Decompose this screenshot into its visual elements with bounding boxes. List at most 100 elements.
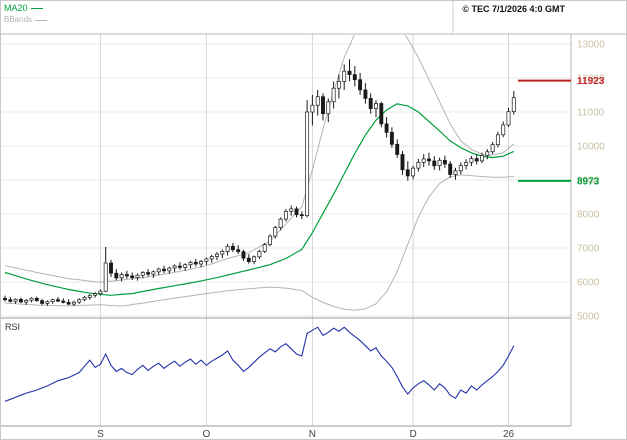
candle-body (432, 160, 437, 167)
candle-body (400, 154, 405, 171)
candle-body (215, 253, 219, 257)
candle-body (352, 74, 357, 81)
candle-body (246, 257, 251, 262)
x-axis-tick-label: N (309, 429, 316, 440)
candle-body (40, 300, 45, 304)
candle-body (124, 274, 129, 277)
candle-body (501, 124, 506, 136)
candle-body (188, 261, 193, 266)
x-axis-tick-label: D (409, 429, 416, 440)
candle-body (358, 79, 363, 91)
candle-body (183, 264, 188, 268)
candle-body (321, 96, 325, 115)
candle-body (495, 134, 500, 146)
y-axis-tick-label: 6000 (577, 278, 600, 289)
candle-body (114, 272, 119, 279)
candle-body (294, 208, 299, 216)
candle-body (24, 300, 29, 303)
candle-body (93, 293, 98, 296)
gridlines (1, 34, 571, 426)
candle-body (109, 262, 113, 274)
candle-body (278, 218, 283, 228)
candle-body (257, 251, 262, 258)
candle-body (331, 87, 336, 103)
candle-body (193, 261, 198, 265)
candle-body (82, 296, 87, 301)
candle-body (305, 111, 310, 217)
y-axis-tick-label: 13000 (577, 40, 605, 51)
candle-body (310, 104, 315, 113)
candle-body (103, 262, 108, 292)
candle-body (119, 274, 124, 279)
candle-body (172, 265, 177, 269)
candle-body (225, 245, 230, 252)
candle-body (236, 249, 241, 253)
candle-body (326, 101, 331, 115)
candle-body (268, 235, 272, 245)
candle-body (458, 165, 463, 172)
legend-bbands-label: BBands (4, 15, 33, 24)
candle-body (336, 81, 341, 89)
candle-body (437, 159, 442, 167)
candle-body (162, 268, 166, 272)
candle-body (342, 70, 347, 82)
price-pane (3, 35, 516, 311)
resistance-level-label: 11923 (577, 76, 605, 87)
candle-body (156, 268, 161, 273)
candle-body (135, 274, 140, 278)
candle-body (71, 301, 76, 305)
candle-body (511, 97, 516, 112)
y-axis-tick-label: 12000 (577, 74, 605, 85)
candle-body (490, 144, 495, 153)
y-axis-tick-label: 9000 (577, 176, 600, 187)
candle-body (252, 256, 257, 262)
candle-body (442, 159, 447, 165)
candle-body (283, 210, 288, 220)
candle-body (347, 70, 352, 75)
candle-body (395, 143, 400, 155)
candle-body (45, 301, 50, 304)
rsi-pane-label: RSI (5, 322, 21, 332)
bollinger-lower-line (4, 174, 514, 311)
chart-legend: MA20 BBands (4, 2, 48, 26)
y-axis-tick-label: 11000 (577, 108, 605, 119)
legend-bbands-dash (35, 19, 48, 21)
candle-body (315, 96, 320, 106)
y-axis-tick-label: 7000 (577, 244, 600, 255)
legend-row-ma20: MA20 (4, 2, 47, 14)
y-axis-tick-label: 10000 (577, 142, 605, 153)
bollinger-upper-line (4, 35, 515, 283)
candle-body (98, 290, 103, 294)
candle-body (411, 167, 416, 177)
candle-body (448, 163, 453, 175)
copyright-text: © TEC 7/1/2026 4:0 GMT (462, 4, 565, 14)
candle-body (204, 258, 209, 262)
candle-body (485, 151, 490, 156)
candle-body (262, 244, 267, 252)
support-level-label: 8973 (577, 176, 600, 187)
candle-body (3, 297, 7, 301)
candle-body (13, 298, 18, 302)
candle-body (8, 299, 13, 302)
candle-body (66, 302, 71, 305)
candle-body (130, 275, 135, 278)
candle-body (230, 245, 235, 251)
candle-body (146, 272, 151, 275)
candle-body (241, 251, 246, 259)
candle-body (368, 98, 373, 109)
y-axis-tick-label: 5000 (577, 312, 600, 323)
candle-body (480, 155, 484, 162)
candle-body (384, 123, 389, 133)
candle-body (61, 300, 66, 303)
candle-body (474, 158, 479, 162)
x-axis-tick-label: O (203, 429, 211, 440)
candle-body (34, 297, 39, 302)
axis-labels: 13000 12000 11000 10000 9000 8000 7000 6000 5000… (97, 40, 605, 440)
candle-body (140, 272, 145, 276)
x-axis-tick-label: S (97, 429, 104, 440)
candle-body (416, 161, 421, 169)
candle-body (389, 132, 394, 145)
candle-body (56, 299, 60, 302)
candle-body (453, 170, 458, 175)
